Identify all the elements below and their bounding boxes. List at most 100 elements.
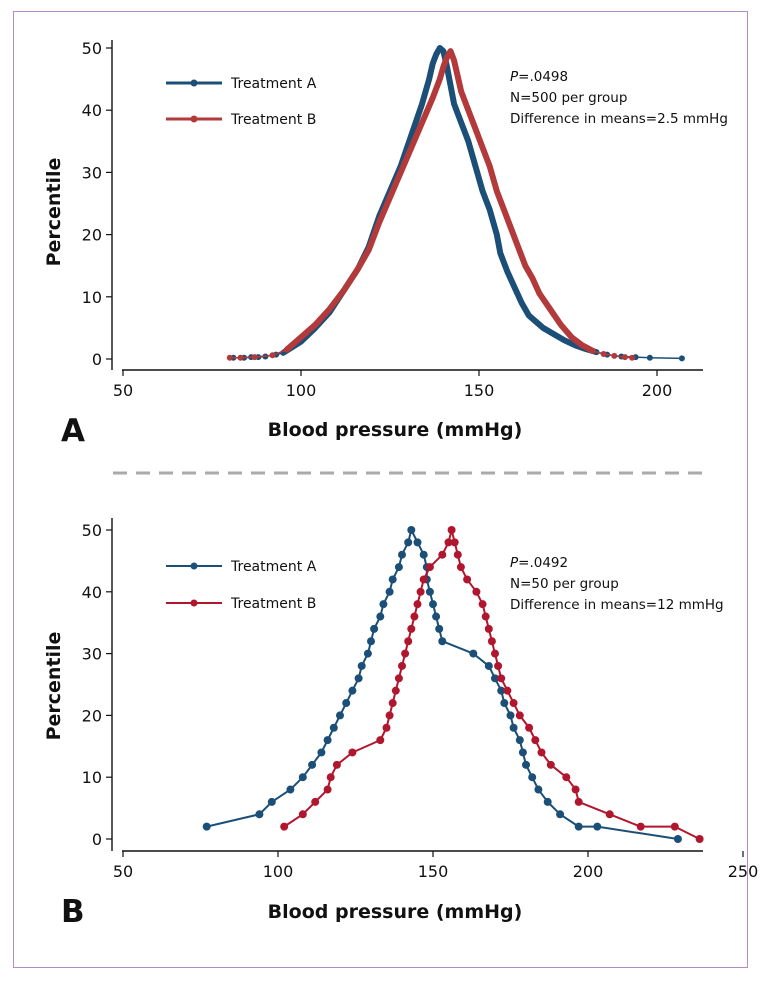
panel-b-treatment-a-point [202,822,211,831]
panel-b-treatment-b-point [497,674,506,683]
panel-b-treatment-b-point [326,773,335,782]
panel-a-x-tick-label: 100 [286,381,317,400]
panel-b-treatment-b-point [494,661,503,670]
panel-b-treatment-b-point [425,563,434,572]
panel-a-y-tick-label: 50 [82,39,102,58]
panel-b-p-label: P [510,555,519,571]
panel-b-treatment-b-point [391,686,400,695]
panel-b-x-tick-label: 100 [263,862,294,881]
svg-text:P=.0498: P=.0498 [510,69,568,85]
panel-b-treatment-b-point [280,822,289,831]
figure-frame [13,11,748,968]
panel-b-legend-label-a: Treatment A [230,559,317,575]
panel-b-treatment-b-point [382,723,391,732]
panel-b-treatment-a-point [379,600,388,609]
panel-b-treatment-b-point [453,550,462,559]
panel-a-y-tick-label: 40 [82,101,102,120]
panel-b-y-tick-label: 0 [92,830,102,849]
panel-b-treatment-a-point [336,711,344,720]
panel-b-treatment-a-point [323,736,332,745]
panel-b-treatment-b-point [410,612,419,621]
panel-b-treatment-a-point [370,624,379,633]
panel-a-legend-label-a: Treatment A [230,76,317,92]
panel-a-treatment-b-line [283,48,596,354]
panel-b-treatment-b-point [605,810,614,819]
panel-a-chart: 0 10 20 30 40 50 50 100 150 200 Blood pressure (m… [43,39,728,449]
panel-b-treatment-b-point [419,575,428,584]
panel-b-treatment-a-point [419,550,428,559]
panel-b-treatment-a-point [407,526,416,534]
panel-b-treatment-b-point [574,797,583,806]
panel-b-treatment-a-point [385,587,394,596]
panel-b-y-tick-label: 50 [82,521,102,540]
panel-a-y-tick-label: 0 [92,350,102,369]
panel-b-y-tick-label: 40 [82,583,102,602]
panel-b-treatment-b-point [503,686,512,695]
panel-a-treatment-b-point [600,351,607,358]
panel-b-treatment-b-point [407,624,416,633]
panel-b-treatment-b-point [481,612,490,621]
panel-a-x-tick-label: 200 [642,381,673,400]
panel-b-treatment-b-point [413,600,422,609]
panel-b-treatment-a-point [543,797,552,806]
panel-b-treatment-b-point [478,600,487,609]
panel-b-treatment-b-point [463,575,472,584]
panel-a-treatment-b-point [237,354,244,361]
panel-b-treatment-b-point [537,748,546,757]
panel-b-treatment-b-point [323,785,332,794]
panel-b-treatment-a-point [429,600,437,609]
panel-b-treatment-b-point [298,810,307,819]
panel-b-treatment-a-point [435,624,444,633]
panel-a-legend-marker-b [190,115,198,123]
panel-b-treatment-a-point [515,736,524,745]
panel-b-n-text: N=50 per group [510,576,619,592]
panel-b-treatment-a-point [506,711,515,720]
panel-b-treatment-b-point [636,822,645,831]
panel-b-treatment-a-point [484,661,493,670]
panel-a-annotation: P=.0498 N=500 per group Difference in me… [510,69,728,127]
panel-a-treatment-b-point [269,352,276,359]
panel-b-treatment-b-point [472,587,481,596]
panel-b-treatment-b-point [447,526,456,534]
panel-a-treatment-b-point [226,354,233,361]
panel-b-treatment-a-point [522,760,530,769]
panel-b-y-tick-label: 20 [82,706,102,725]
svg-text:P=.0492: P=.0492 [510,555,568,571]
panel-b-treatment-a-point [404,538,413,547]
panel-b-treatment-a-point [509,723,518,732]
panel-b-treatment-a-point [348,686,357,695]
panel-b-treatment-a-point [432,612,441,621]
panel-a-legend: Treatment A Treatment B [166,76,317,128]
panel-b-treatment-a-point [556,810,565,819]
panel-a-treatment-b-point [611,352,618,359]
panel-b-treatment-a-point [574,822,583,831]
panel-b-treatment-b-point [515,711,524,720]
panel-b-treatment-a-point [394,563,403,572]
panel-b-treatment-b-point [546,760,555,769]
panel-b-legend: Treatment A Treatment B [166,559,317,612]
panel-b-treatment-b-point [571,785,580,794]
panel-b-x-tick-label: 50 [113,862,133,881]
panel-b-treatment-b-point [491,649,499,658]
panel-b-treatment-b-point [487,637,496,646]
panel-b-letter: B [61,894,85,930]
panel-b-treatment-b-point [444,538,453,547]
panel-b-treatment-a-point [500,699,509,708]
panel-a-treatment-a-point [646,354,653,361]
panel-b-treatment-a-point [363,649,372,658]
panel-b-y-tick-label: 30 [82,645,102,664]
panel-b-treatment-a-point [376,612,385,621]
panel-b-treatment-b-point [416,587,425,596]
panel-b-treatment-a-point [534,785,543,794]
panel-b-treatment-a-point [398,550,406,559]
panel-a-treatment-b-point [251,354,258,361]
panel-b-treatment-b-point [404,637,413,646]
panel-a-x-tick-label: 50 [113,381,133,400]
panel-a-diff-text: Difference in means=2.5 mmHg [510,111,728,127]
panel-b-x-axis-title: Blood pressure (mmHg) [268,901,523,923]
panel-b-treatment-a-point [357,661,366,670]
panel-b-treatment-b-point [388,699,397,708]
panel-a-treatment-a-point [678,355,685,362]
panel-b-treatment-b-line [283,529,701,840]
